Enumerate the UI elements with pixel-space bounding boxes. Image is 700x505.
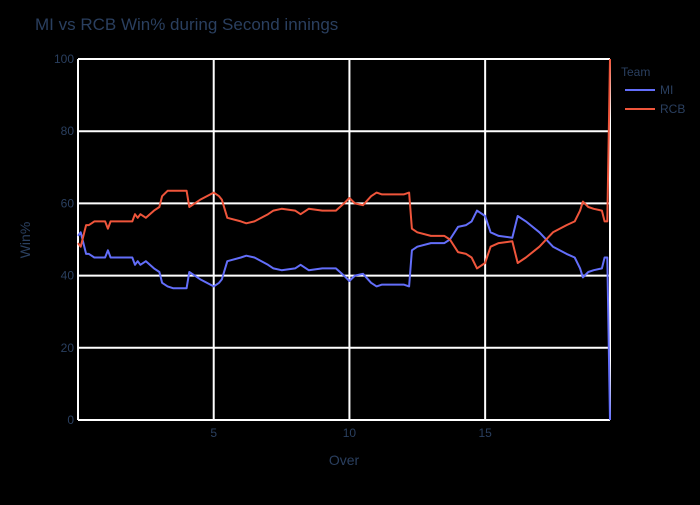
x-tick-label: 5 [210, 426, 217, 440]
y-tick-label: 0 [67, 413, 74, 427]
series-line-rcb[interactable] [77, 58, 611, 270]
y-tick-label: 60 [61, 196, 75, 210]
legend-item-rcb[interactable]: RCB [625, 102, 685, 116]
legend-item-mi[interactable]: MI [625, 83, 673, 97]
y-tick-label: 80 [61, 124, 75, 138]
y-tick-label: 20 [61, 341, 75, 355]
legend-items: MI RCB [625, 83, 685, 116]
x-tick-label: 15 [478, 426, 492, 440]
y-tick-label: 40 [61, 269, 75, 283]
x-tick-label: 10 [343, 426, 357, 440]
series-lines [77, 58, 611, 421]
x-axis-label: Over [329, 452, 360, 468]
grid [77, 58, 611, 421]
y-tick-label: 100 [54, 52, 74, 66]
legend: Team MI RCB [621, 65, 685, 116]
chart-title: MI vs RCB Win% during Second innings [35, 15, 338, 34]
series-line-mi[interactable] [77, 209, 611, 421]
axis-ticks: 0 20 40 60 80 100 5 10 15 [54, 52, 492, 440]
y-axis-label: Win% [17, 222, 33, 259]
legend-label: RCB [660, 102, 685, 116]
legend-label: MI [660, 83, 673, 97]
legend-title: Team [621, 65, 650, 79]
